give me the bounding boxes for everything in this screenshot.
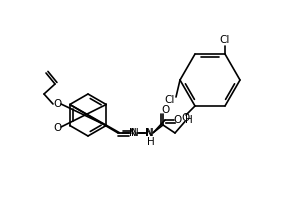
Text: N: N: [131, 128, 139, 138]
Text: Cl: Cl: [220, 35, 230, 45]
Text: Cl: Cl: [165, 95, 175, 105]
Text: O: O: [53, 99, 61, 109]
Text: N: N: [145, 128, 153, 138]
Text: H: H: [147, 137, 155, 147]
Text: O: O: [181, 113, 189, 123]
Text: H: H: [185, 115, 193, 125]
Text: N: N: [146, 128, 154, 138]
Text: N: N: [129, 128, 137, 138]
Text: O: O: [161, 105, 169, 115]
Text: O: O: [53, 123, 61, 133]
Text: O: O: [174, 115, 182, 125]
